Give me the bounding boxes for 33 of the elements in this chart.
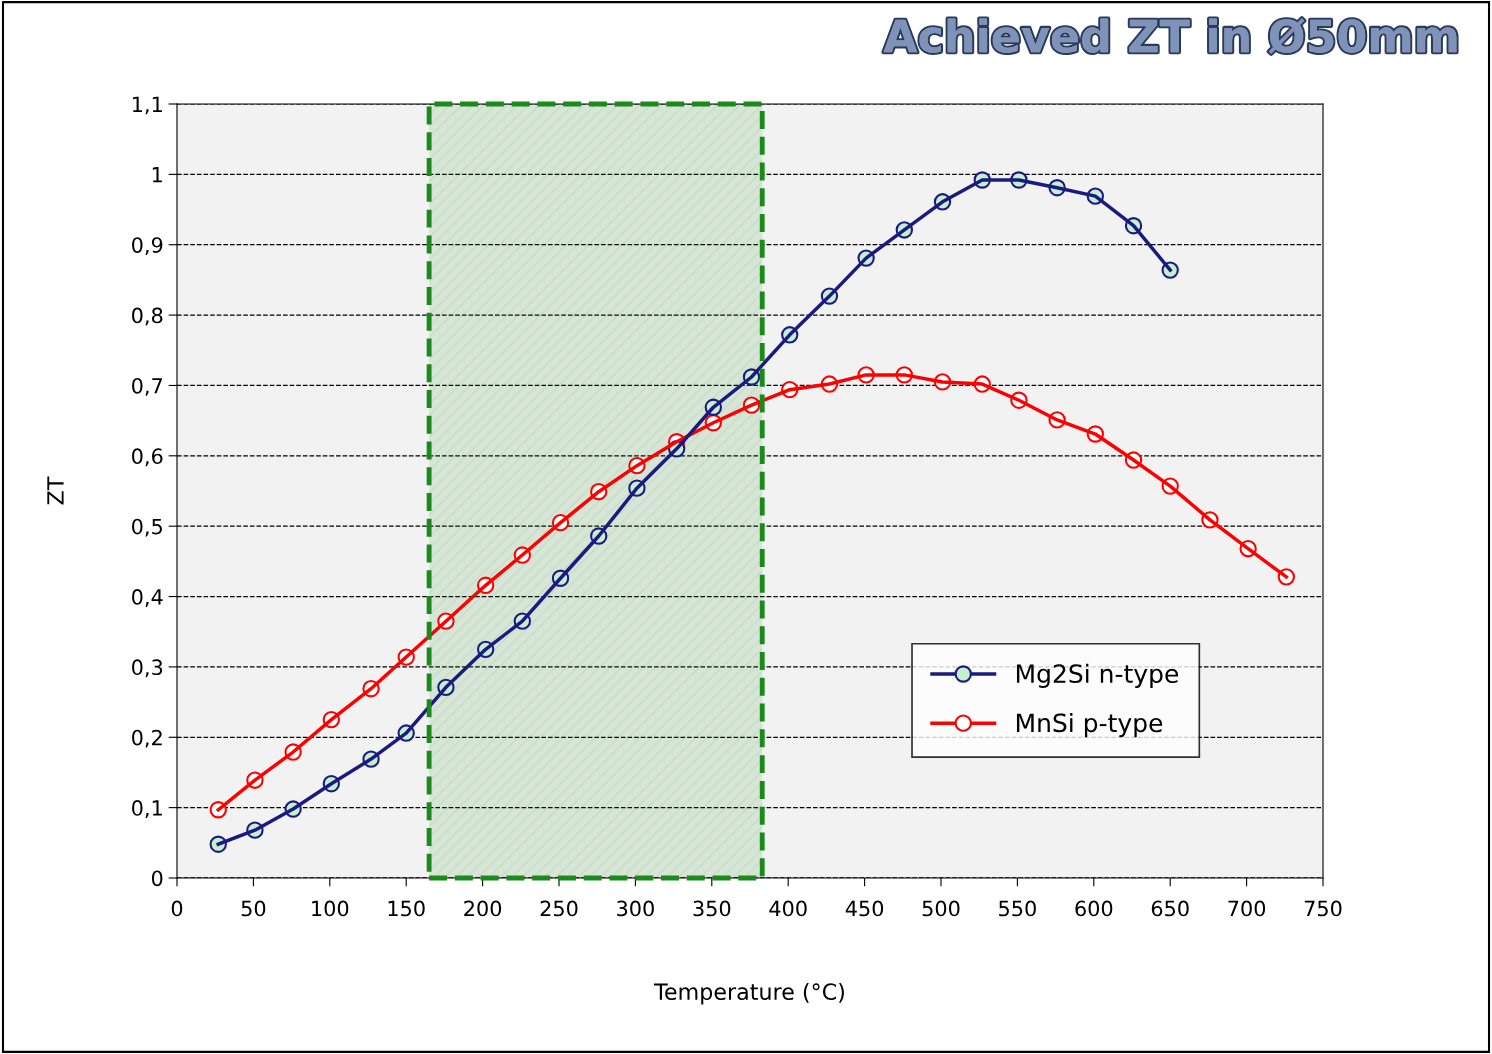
y-tick-label: 0,7: [132, 377, 163, 396]
y-tick-label: 0,1: [132, 800, 162, 818]
y-tick-label: 0,4: [132, 589, 163, 607]
x-axis-title: Temperature (°C): [654, 982, 844, 1005]
x-tick-label: 100: [312, 900, 349, 917]
y-tick-label: 0,2: [132, 729, 162, 748]
x-tick-label: 350: [693, 900, 731, 917]
x-tick-label: 450: [845, 900, 884, 917]
x-tick-label: 700: [1228, 900, 1266, 917]
x-tick-label: 300: [617, 900, 654, 917]
x-tick-label: 150: [388, 900, 425, 917]
x-tick-label: 400: [769, 900, 807, 917]
x-tick-label: 0: [171, 900, 183, 917]
legend-label: Mg2Si n-type: [1016, 663, 1178, 688]
y-tick-label: 1,1: [132, 96, 162, 115]
x-tick-label: 550: [999, 900, 1036, 917]
legend-label: MnSi p-type: [1016, 712, 1163, 738]
chart-title: Achieved ZT in Ø50mm: [883, 18, 1457, 54]
y-tick-label: 0,9: [132, 237, 163, 256]
x-tick-label: 600: [1075, 900, 1113, 917]
y-axis-title: ZT: [47, 476, 64, 505]
y-tick-label: 0,5: [132, 518, 162, 537]
x-tick-label: 250: [540, 900, 578, 917]
x-tick-label: 50: [241, 900, 266, 917]
x-tick-label: 750: [1304, 900, 1342, 917]
x-tick-label: 500: [922, 900, 960, 917]
x-tick-label: 650: [1151, 900, 1189, 917]
y-tick-label: 0: [151, 870, 163, 887]
y-tick-label: 0,3: [132, 659, 163, 678]
x-tick-label: 200: [464, 900, 502, 917]
y-tick-label: 1: [152, 167, 162, 183]
y-tick-label: 0,8: [132, 307, 163, 326]
y-tick-label: 0,6: [132, 448, 163, 467]
